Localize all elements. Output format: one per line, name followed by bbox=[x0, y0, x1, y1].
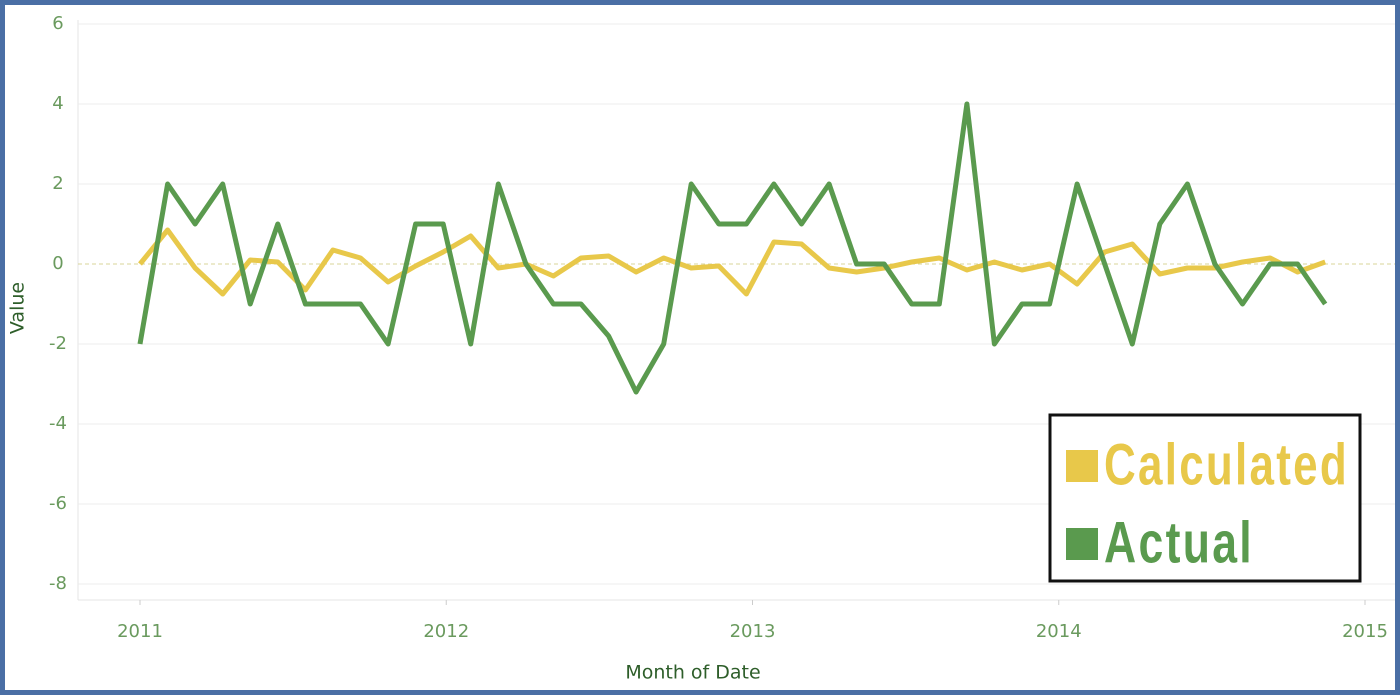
legend-swatch bbox=[1066, 450, 1098, 482]
y-tick-label: 2 bbox=[52, 173, 63, 194]
legend-label: Calculated bbox=[1104, 432, 1349, 497]
x-tick-label: 2012 bbox=[423, 621, 469, 642]
y-tick-label: 4 bbox=[52, 93, 63, 114]
y-tick-label: 0 bbox=[52, 253, 63, 274]
x-tick-label: 2015 bbox=[1342, 621, 1388, 642]
y-tick-label: 6 bbox=[52, 13, 63, 34]
x-axis-title: Month of Date bbox=[625, 662, 760, 684]
y-axis-title: Value bbox=[7, 282, 29, 334]
legend-box bbox=[1048, 413, 1362, 583]
y-tick-label: -2 bbox=[49, 333, 67, 354]
y-tick-label: -4 bbox=[49, 413, 67, 434]
y-tick-label: -8 bbox=[49, 573, 67, 594]
y-tick-label: -6 bbox=[49, 493, 67, 514]
legend-label: Actual bbox=[1104, 510, 1254, 575]
series-line bbox=[137, 101, 1328, 395]
x-tick-label: 2011 bbox=[117, 621, 163, 642]
series-line bbox=[138, 227, 1327, 297]
legend: Calculated Actual bbox=[1048, 413, 1362, 583]
x-tick-label: 2014 bbox=[1036, 621, 1082, 642]
legend-swatch bbox=[1066, 528, 1098, 560]
x-tick-label: 2013 bbox=[730, 621, 776, 642]
